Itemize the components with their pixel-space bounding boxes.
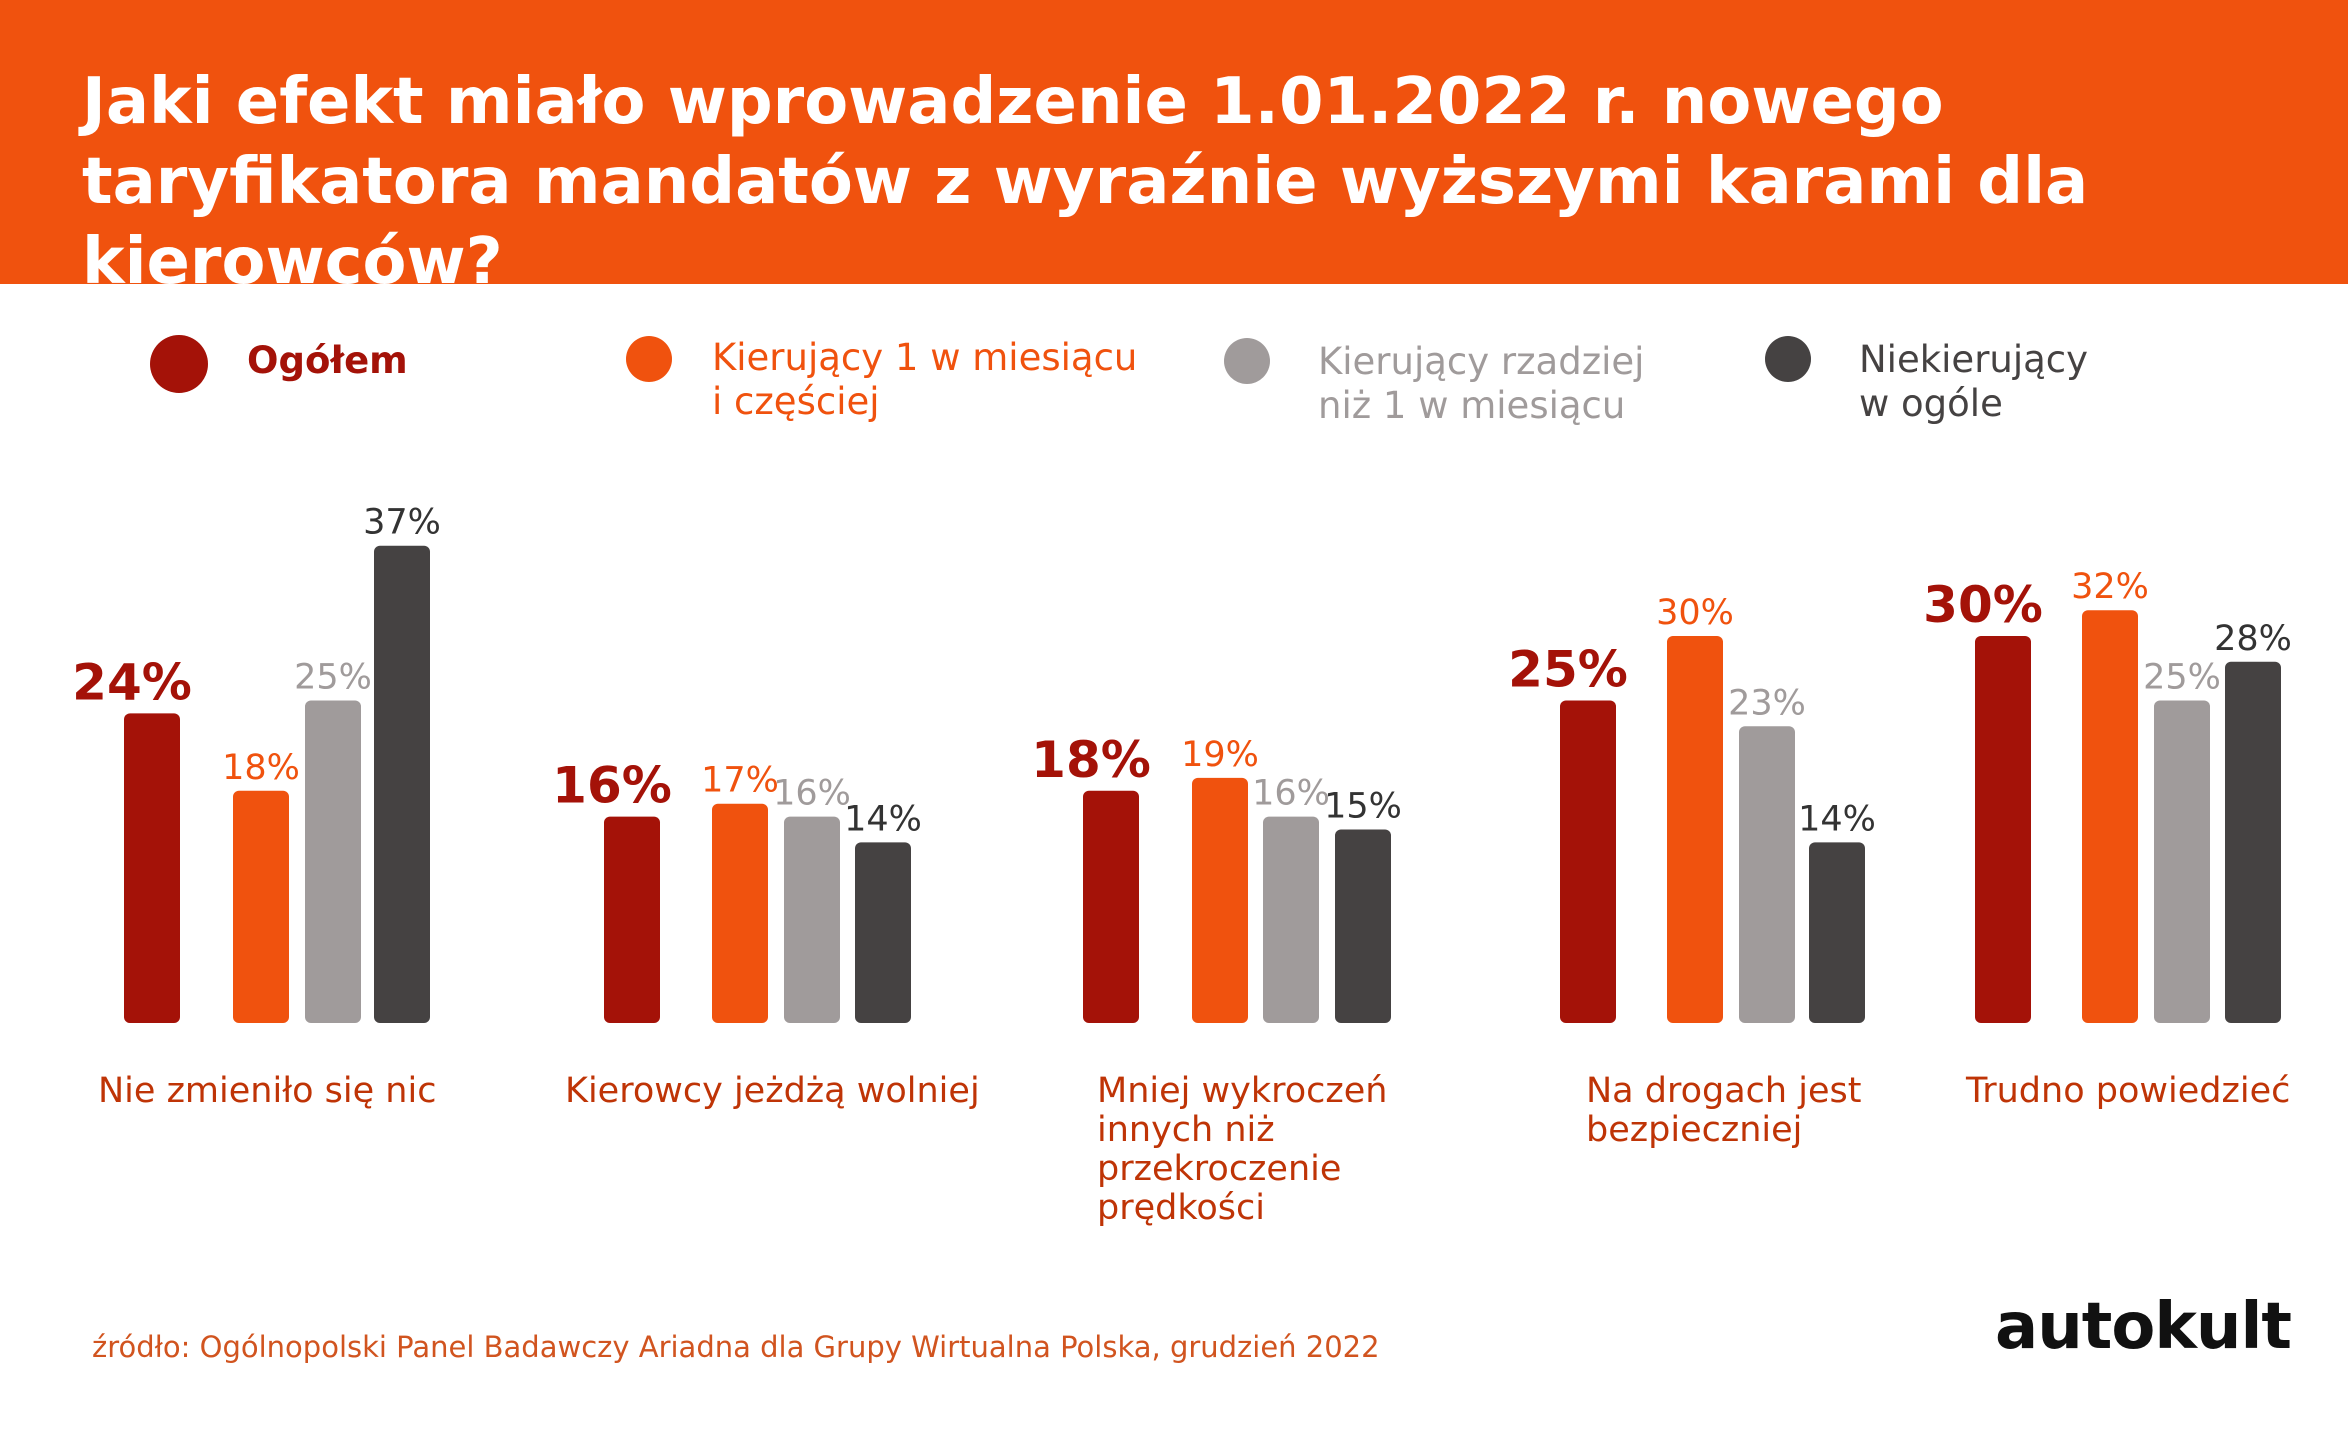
legend-dot-icon: [626, 336, 672, 382]
value-label-ogolem-1: 16%: [552, 757, 672, 815]
bar-kierujacy-rzadziej-2: [1263, 816, 1319, 1023]
bar-niekierujacy-2: [1335, 829, 1391, 1023]
bar-ogolem-4: [1975, 636, 2031, 1023]
brand-logo: autokult: [1995, 1290, 2292, 1364]
bar-ogolem-1: [604, 816, 660, 1023]
value-label-kierujacy-rzadziej-3: 23%: [1728, 683, 1806, 723]
legend-dot-icon: [1224, 338, 1270, 384]
bar-kierujacy-rzadziej-1: [784, 816, 840, 1023]
value-label-kierujacy-rzadziej-0: 25%: [294, 658, 372, 698]
legend-dot-icon: [150, 335, 208, 393]
value-label-niekierujacy-4: 28%: [2214, 619, 2292, 659]
bar-niekierujacy-1: [855, 842, 911, 1023]
value-label-kierujacy-czesto-4: 32%: [2071, 567, 2149, 607]
bar-kierujacy-rzadziej-4: [2154, 700, 2210, 1023]
bar-niekierujacy-0: [374, 545, 430, 1023]
bar-ogolem-3: [1560, 700, 1616, 1023]
value-label-niekierujacy-0: 37%: [363, 503, 441, 543]
bar-kierujacy-czesto-0: [233, 790, 289, 1023]
value-label-kierujacy-czesto-0: 18%: [222, 748, 300, 788]
bar-kierujacy-czesto-2: [1192, 777, 1248, 1023]
value-label-kierujacy-rzadziej-1: 16%: [773, 774, 851, 814]
category-label-drive-slower: Kierowcy jeżdżą wolniej: [565, 1071, 980, 1111]
value-label-ogolem-4: 30%: [1923, 576, 2043, 634]
source-note: źródło: Ogólnopolski Panel Badawczy Aria…: [92, 1330, 1380, 1364]
bar-kierujacy-czesto-1: [712, 803, 768, 1023]
legend-dot-icon: [1765, 336, 1811, 382]
value-label-kierujacy-rzadziej-4: 25%: [2143, 658, 2221, 698]
value-label-ogolem-0: 24%: [72, 653, 192, 711]
bar-ogolem-2: [1083, 790, 1139, 1023]
header-banner: Jaki efekt miało wprowadzenie 1.01.2022 …: [0, 0, 2348, 299]
legend-label-kierujacy-czesto: Kierujący 1 w miesiącu i częściej: [712, 336, 1138, 423]
bar-ogolem-0: [124, 713, 180, 1023]
value-label-niekierujacy-3: 14%: [1798, 799, 1876, 839]
category-label-fewer-offences: Mniej wykroczeń innych niż przekroczenie…: [1097, 1071, 1388, 1228]
legend-label-ogolem: Ogółem: [247, 339, 408, 382]
value-label-kierujacy-czesto-3: 30%: [1656, 593, 1734, 633]
legend-label-kierujacy-rzadziej: Kierujący rzadziej niż 1 w miesiącu: [1318, 340, 1645, 427]
bar-kierujacy-czesto-3: [1667, 636, 1723, 1023]
page-title: Jaki efekt miało wprowadzenie 1.01.2022 …: [82, 65, 2089, 299]
bar-kierujacy-rzadziej-3: [1739, 726, 1795, 1023]
value-label-kierujacy-rzadziej-2: 16%: [1252, 774, 1330, 814]
value-label-ogolem-3: 25%: [1508, 641, 1628, 699]
value-label-niekierujacy-2: 15%: [1324, 787, 1402, 827]
value-label-kierujacy-czesto-1: 17%: [701, 761, 779, 801]
category-label-hard-to-say: Trudno powiedzieć: [1966, 1071, 2291, 1111]
bar-kierujacy-rzadziej-0: [305, 700, 361, 1023]
category-label-nothing-changed: Nie zmieniło się nic: [98, 1071, 437, 1111]
category-label-safer-roads: Na drogach jest bezpieczniej: [1586, 1071, 1862, 1150]
bar-niekierujacy-3: [1809, 842, 1865, 1023]
legend-label-niekierujacy: Niekierujący w ogóle: [1859, 338, 2089, 425]
bar-kierujacy-czesto-4: [2082, 610, 2138, 1023]
value-label-ogolem-2: 18%: [1031, 731, 1151, 789]
value-label-niekierujacy-1: 14%: [844, 799, 922, 839]
bar-niekierujacy-4: [2225, 661, 2281, 1023]
value-label-kierujacy-czesto-2: 19%: [1181, 735, 1259, 775]
